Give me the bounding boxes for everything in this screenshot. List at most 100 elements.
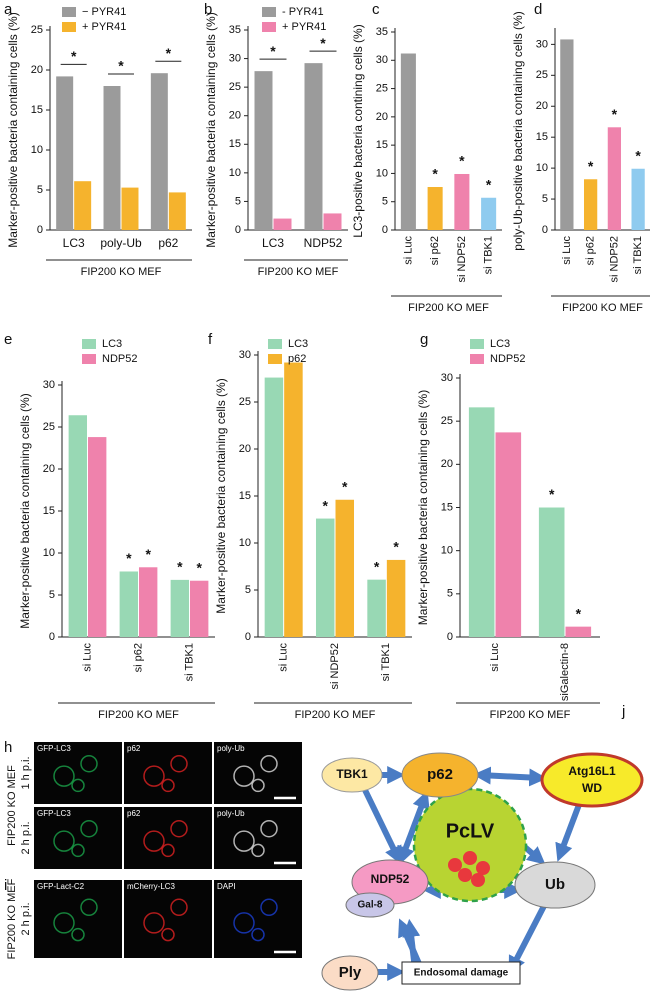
micrograph — [34, 880, 122, 958]
y-tick-label: 25 — [376, 82, 388, 94]
y-tick-label: 35 — [229, 24, 241, 36]
pclv-vacuole — [412, 787, 528, 903]
y-tick-label: 20 — [441, 458, 453, 470]
significance-star: * — [177, 559, 183, 575]
y-axis-label: Marker-positive bacteria containing cell… — [416, 390, 430, 625]
micrograph — [124, 807, 212, 869]
significance-star: * — [374, 558, 380, 574]
cell-feature — [260, 754, 278, 773]
cell-feature — [143, 912, 165, 934]
panel-letter: i — [4, 877, 7, 894]
bar — [273, 218, 292, 230]
cell-feature — [71, 927, 85, 942]
atg16l1-node — [540, 752, 644, 808]
y-tick-label: 25 — [31, 24, 43, 36]
bar — [168, 192, 186, 230]
time-label: 2 h p.i. — [20, 902, 32, 935]
bar — [454, 173, 470, 230]
legend-swatch — [62, 22, 76, 32]
damage-box — [401, 961, 521, 985]
bar — [121, 187, 139, 230]
cell-feature — [170, 754, 188, 773]
y-tick-label: 15 — [239, 490, 251, 502]
y-tick-label: 0 — [382, 224, 388, 236]
cell-feature — [71, 843, 85, 858]
group-label: FIP200 KO MEF — [562, 302, 643, 314]
y-tick-label: 20 — [43, 463, 55, 475]
arrow — [362, 788, 402, 865]
x-tick-label: si Luc — [489, 643, 501, 672]
y-tick-label: 25 — [229, 81, 241, 93]
node-label: Ply — [339, 964, 362, 981]
legend-label: NDP52 — [490, 353, 525, 365]
y-tick-label: 20 — [239, 443, 251, 455]
cell-feature — [143, 765, 165, 787]
y-tick-label: 10 — [229, 167, 241, 179]
legend-swatch — [62, 7, 76, 17]
y-tick-label: 15 — [536, 131, 548, 143]
channel-label: GFP-LC3 — [37, 809, 71, 818]
significance-star: * — [145, 546, 151, 562]
y-tick-label: 30 — [229, 52, 241, 64]
y-tick-label: 20 — [31, 64, 43, 76]
y-tick-label: 0 — [37, 224, 43, 236]
legend-swatch — [470, 339, 484, 349]
group-label: FIP200 KO MEF — [258, 266, 339, 278]
bar — [103, 86, 121, 230]
bacterium — [458, 868, 472, 882]
group-label: FIP200 KO MEF — [81, 266, 162, 278]
panel-letter: g — [420, 331, 428, 348]
bar — [323, 213, 342, 230]
cell-feature — [233, 830, 255, 852]
bar — [481, 197, 497, 230]
node-label: NDP52 — [371, 872, 410, 886]
significance-star: * — [576, 605, 582, 621]
bar — [495, 432, 522, 637]
bar — [150, 73, 168, 230]
y-tick-label: 10 — [43, 547, 55, 559]
micrograph — [214, 742, 302, 804]
cell-feature — [53, 765, 75, 787]
y-tick-label: 15 — [31, 104, 43, 116]
cell-feature — [53, 830, 75, 852]
legend-swatch — [470, 354, 484, 364]
significance-star: * — [196, 559, 202, 575]
y-tick-label: 0 — [245, 631, 251, 643]
bacteria — [448, 851, 490, 887]
x-tick-label: si TBK1 — [380, 643, 392, 681]
legend-label: LC3 — [288, 338, 308, 350]
node-label: TBK1 — [336, 767, 368, 781]
x-tick-label: si NDP52 — [456, 236, 468, 282]
channel-label: DAPI — [217, 882, 236, 891]
cell-feature — [170, 819, 188, 838]
x-tick-label: si Luc — [81, 643, 93, 672]
bar — [190, 580, 209, 637]
cell-feature — [80, 819, 98, 838]
node-label: Gal-8 — [357, 900, 382, 911]
y-tick-label: 25 — [239, 396, 251, 408]
ub-node — [514, 861, 596, 909]
bar — [139, 567, 158, 637]
y-tick-label: 0 — [49, 631, 55, 643]
y-tick-label: 15 — [229, 138, 241, 150]
bar — [565, 626, 592, 637]
x-tick-label: p62 — [158, 236, 178, 250]
y-tick-label: 0 — [542, 224, 548, 236]
arrow — [508, 902, 548, 975]
y-tick-label: 35 — [376, 26, 388, 38]
cell-feature — [161, 843, 175, 858]
significance-star: * — [635, 147, 641, 163]
significance-star: * — [588, 158, 594, 174]
group-label: FIP200 KO MEF — [295, 709, 376, 721]
significance-star: * — [612, 106, 618, 122]
time-label: 2 h p.i. — [20, 821, 32, 854]
y-tick-label: 15 — [376, 139, 388, 151]
y-axis-label: LC3-positive bacteria contining cells (%… — [351, 24, 365, 237]
bar — [560, 39, 574, 230]
time-label: 1 h p.i. — [20, 756, 32, 789]
x-tick-label: LC3 — [63, 236, 85, 250]
panel-letter: j — [621, 703, 625, 720]
y-axis-label: poly-Ub-positive bacteria containing cel… — [511, 11, 525, 250]
x-tick-label: si TBK1 — [183, 643, 195, 681]
